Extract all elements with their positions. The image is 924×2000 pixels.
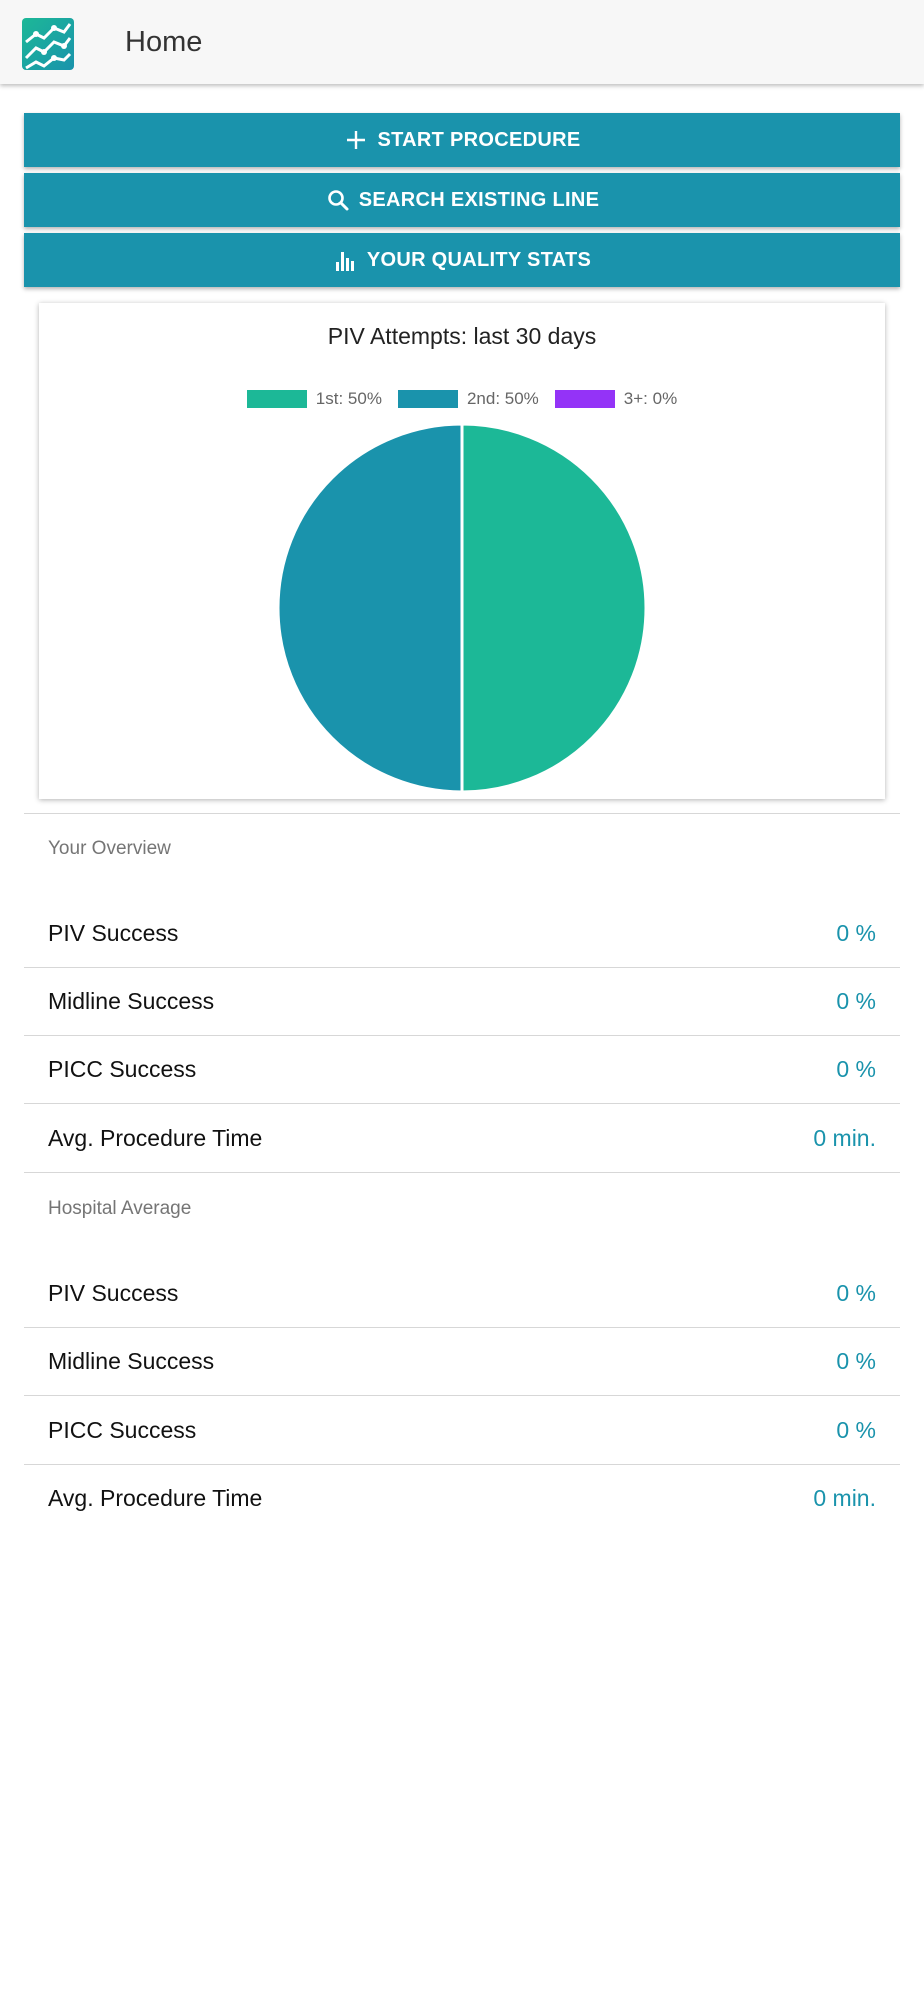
hospital-row-piv-success: PIV Success 0 % [24,1260,900,1328]
legend-swatch-1st [246,390,307,408]
row-divider [24,1103,900,1104]
app-bar: Home [0,0,924,84]
pie-slice-2nd[interactable] [276,424,464,794]
stat-value: 0 % [836,1417,876,1443]
stat-label: Avg. Procedure Time [48,1485,263,1511]
legend-swatch-3plus [554,390,615,408]
stat-label: Midline Success [48,988,215,1014]
search-existing-line-button[interactable]: SEARCH EXISTING LINE [24,173,900,227]
stat-value: 0 % [836,988,876,1014]
legend-swatch-2nd [397,390,458,408]
page-title: Home [125,26,203,58]
hospital-average-header: Hospital Average [48,1198,192,1219]
overview-row-avg-procedure-time: Avg. Procedure Time 0 min. [24,1105,900,1173]
hospital-row-midline-success: Midline Success 0 % [24,1328,900,1396]
row-divider [24,1327,900,1328]
overview-row-picc-success: PICC Success 0 % [24,1036,900,1104]
overview-row-midline-success: Midline Success 0 % [24,968,900,1036]
legend-item-1st[interactable]: 1st: 50% [246,389,382,409]
your-quality-stats-label: YOUR QUALITY STATS [366,248,592,271]
plus-icon [343,127,369,153]
stat-value: 0 % [836,920,876,946]
trend-chart-logo-icon[interactable] [22,18,74,70]
search-icon [325,187,351,213]
stat-label: Midline Success [48,1348,215,1374]
row-divider [24,1035,900,1036]
stat-label: Avg. Procedure Time [48,1125,263,1151]
chart-legend: 1st: 50% 2nd: 50% 3+: 0% [39,389,885,409]
stat-value: 0 min. [813,1485,876,1511]
row-divider [24,1395,900,1396]
stat-value: 0 min. [813,1125,876,1151]
row-divider [24,967,900,968]
hospital-row-avg-procedure-time: Avg. Procedure Time 0 min. [24,1465,900,1533]
stat-value: 0 % [836,1348,876,1374]
your-overview-header: Your Overview [48,838,171,859]
stat-label: PICC Success [48,1056,197,1082]
search-existing-line-label: SEARCH EXISTING LINE [358,188,600,211]
legend-label-2nd: 2nd: 50% [466,389,539,408]
your-quality-stats-button[interactable]: YOUR QUALITY STATS [24,233,900,287]
pie-slice-1st[interactable] [460,424,648,794]
legend-item-3plus[interactable]: 3+: 0% [554,389,678,409]
hospital-row-picc-success: PICC Success 0 % [24,1397,900,1465]
stat-label: PIV Success [48,920,179,946]
piv-attempts-chart-card: PIV Attempts: last 30 days 1st: 50% 2nd:… [39,303,885,799]
stat-label: PICC Success [48,1417,197,1443]
stat-label: PIV Success [48,1280,179,1306]
legend-label-3plus: 3+: 0% [623,389,678,408]
bar-chart-icon [333,247,359,273]
chart-title: PIV Attempts: last 30 days [327,323,597,349]
start-procedure-label: START PROCEDURE [377,128,581,151]
pie-chart [276,424,648,794]
overview-row-piv-success: PIV Success 0 % [24,900,900,968]
stat-value: 0 % [836,1280,876,1306]
start-procedure-button[interactable]: START PROCEDURE [24,113,900,167]
stat-value: 0 % [836,1056,876,1082]
legend-item-2nd[interactable]: 2nd: 50% [397,389,539,409]
row-divider [24,1172,900,1173]
section-divider [24,813,900,814]
legend-label-1st: 1st: 50% [315,389,382,408]
row-divider [24,1464,900,1465]
